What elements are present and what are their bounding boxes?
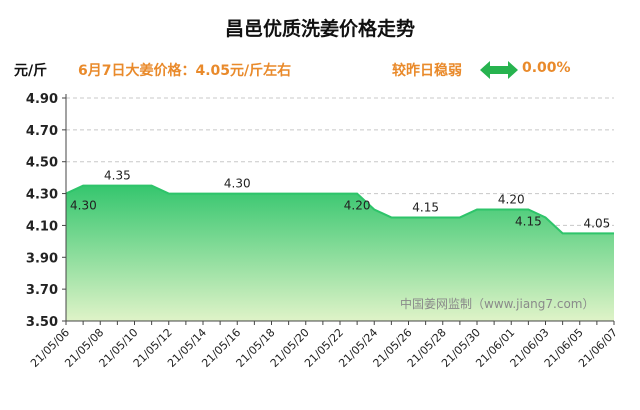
data-label: 4.05: [584, 216, 611, 230]
change-percent: 0.00%: [522, 60, 571, 76]
data-label: 4.30: [70, 199, 97, 213]
watermark: 中国姜网监制（www.jiang7.com）: [400, 296, 594, 311]
price-info: 6月7日大姜价格：4.05元/斤左右: [78, 63, 292, 79]
y-tick-label: 4.90: [26, 92, 58, 107]
price-area: [66, 185, 614, 321]
y-tick-labels: 3.50 3.70 3.90 4.10 4.30 4.50 4.70 4.90: [26, 92, 58, 330]
chart-title: 昌邑优质洗姜价格走势: [224, 18, 415, 40]
data-label: 4.15: [515, 215, 542, 229]
y-tick-label: 3.70: [26, 283, 58, 298]
unit-label: 元/斤: [14, 63, 48, 79]
y-tick-label: 4.30: [26, 188, 58, 203]
y-tick-label: 3.50: [26, 315, 58, 330]
double-arrow-icon: [480, 61, 518, 79]
x-tick-labels: 21/05/0621/05/0821/05/1021/05/1221/05/14…: [28, 321, 620, 370]
data-label: 4.20: [498, 193, 525, 207]
data-label: 4.35: [104, 169, 131, 183]
data-label: 4.20: [344, 199, 371, 213]
data-label: 4.15: [412, 200, 439, 214]
data-labels: 4.30 4.35 4.30 4.20 4.15 4.20 4.15 4.05: [70, 169, 610, 231]
y-tick-label: 3.90: [26, 251, 58, 266]
y-tick-label: 4.10: [26, 219, 58, 234]
price-line: [65, 184, 614, 235]
y-tick-label: 4.50: [26, 156, 58, 171]
y-tick-label: 4.70: [26, 124, 58, 139]
data-label: 4.30: [224, 177, 251, 191]
compare-label: 较昨日稳弱: [392, 63, 462, 79]
